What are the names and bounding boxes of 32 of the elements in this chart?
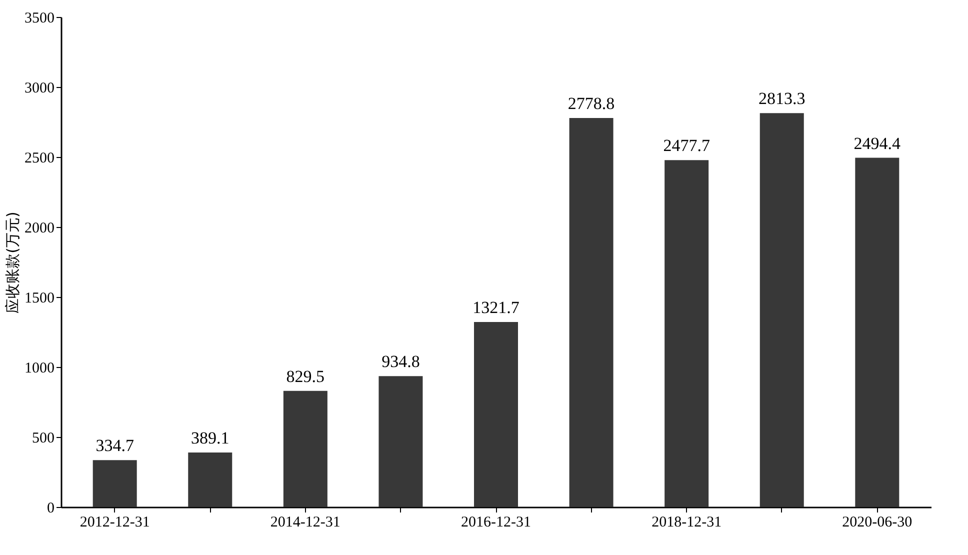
x-tick-label: 2020-06-30 — [842, 514, 912, 530]
data-label: 389.1 — [191, 428, 230, 448]
data-label: 2813.3 — [758, 89, 806, 108]
data-label: 1321.7 — [472, 298, 520, 317]
y-tick-label: 2000 — [24, 220, 54, 236]
bar — [474, 322, 518, 507]
y-tick-label: 0 — [47, 500, 54, 516]
y-axis-title: 应收账款(万元) — [4, 212, 22, 314]
bar — [569, 118, 614, 507]
bar — [760, 113, 804, 507]
x-tick-label: 2016-12-31 — [461, 514, 531, 530]
y-tick-label: 3500 — [24, 10, 54, 26]
y-tick-label: 3000 — [24, 80, 54, 96]
x-tick-label: 2014-12-31 — [270, 514, 340, 530]
bar — [92, 460, 137, 507]
y-tick-label: 500 — [32, 430, 54, 446]
data-label: 2477.7 — [663, 136, 710, 156]
y-tick-label: 2500 — [24, 150, 54, 166]
x-tick-label: 2012-12-31 — [80, 514, 150, 530]
data-label: 334.7 — [96, 436, 134, 456]
data-label: 2494.4 — [854, 134, 902, 153]
data-label: 2778.8 — [568, 94, 615, 113]
bar — [855, 158, 900, 507]
x-tick-label: 2018-12-31 — [652, 514, 722, 530]
y-tick-label: 1000 — [24, 360, 54, 376]
bar — [188, 452, 232, 507]
bar — [283, 390, 328, 507]
data-label: 934.8 — [382, 352, 420, 372]
data-label: 829.5 — [286, 366, 325, 386]
bar — [664, 160, 709, 507]
y-tick-label: 1500 — [24, 290, 54, 306]
bar — [378, 376, 423, 507]
